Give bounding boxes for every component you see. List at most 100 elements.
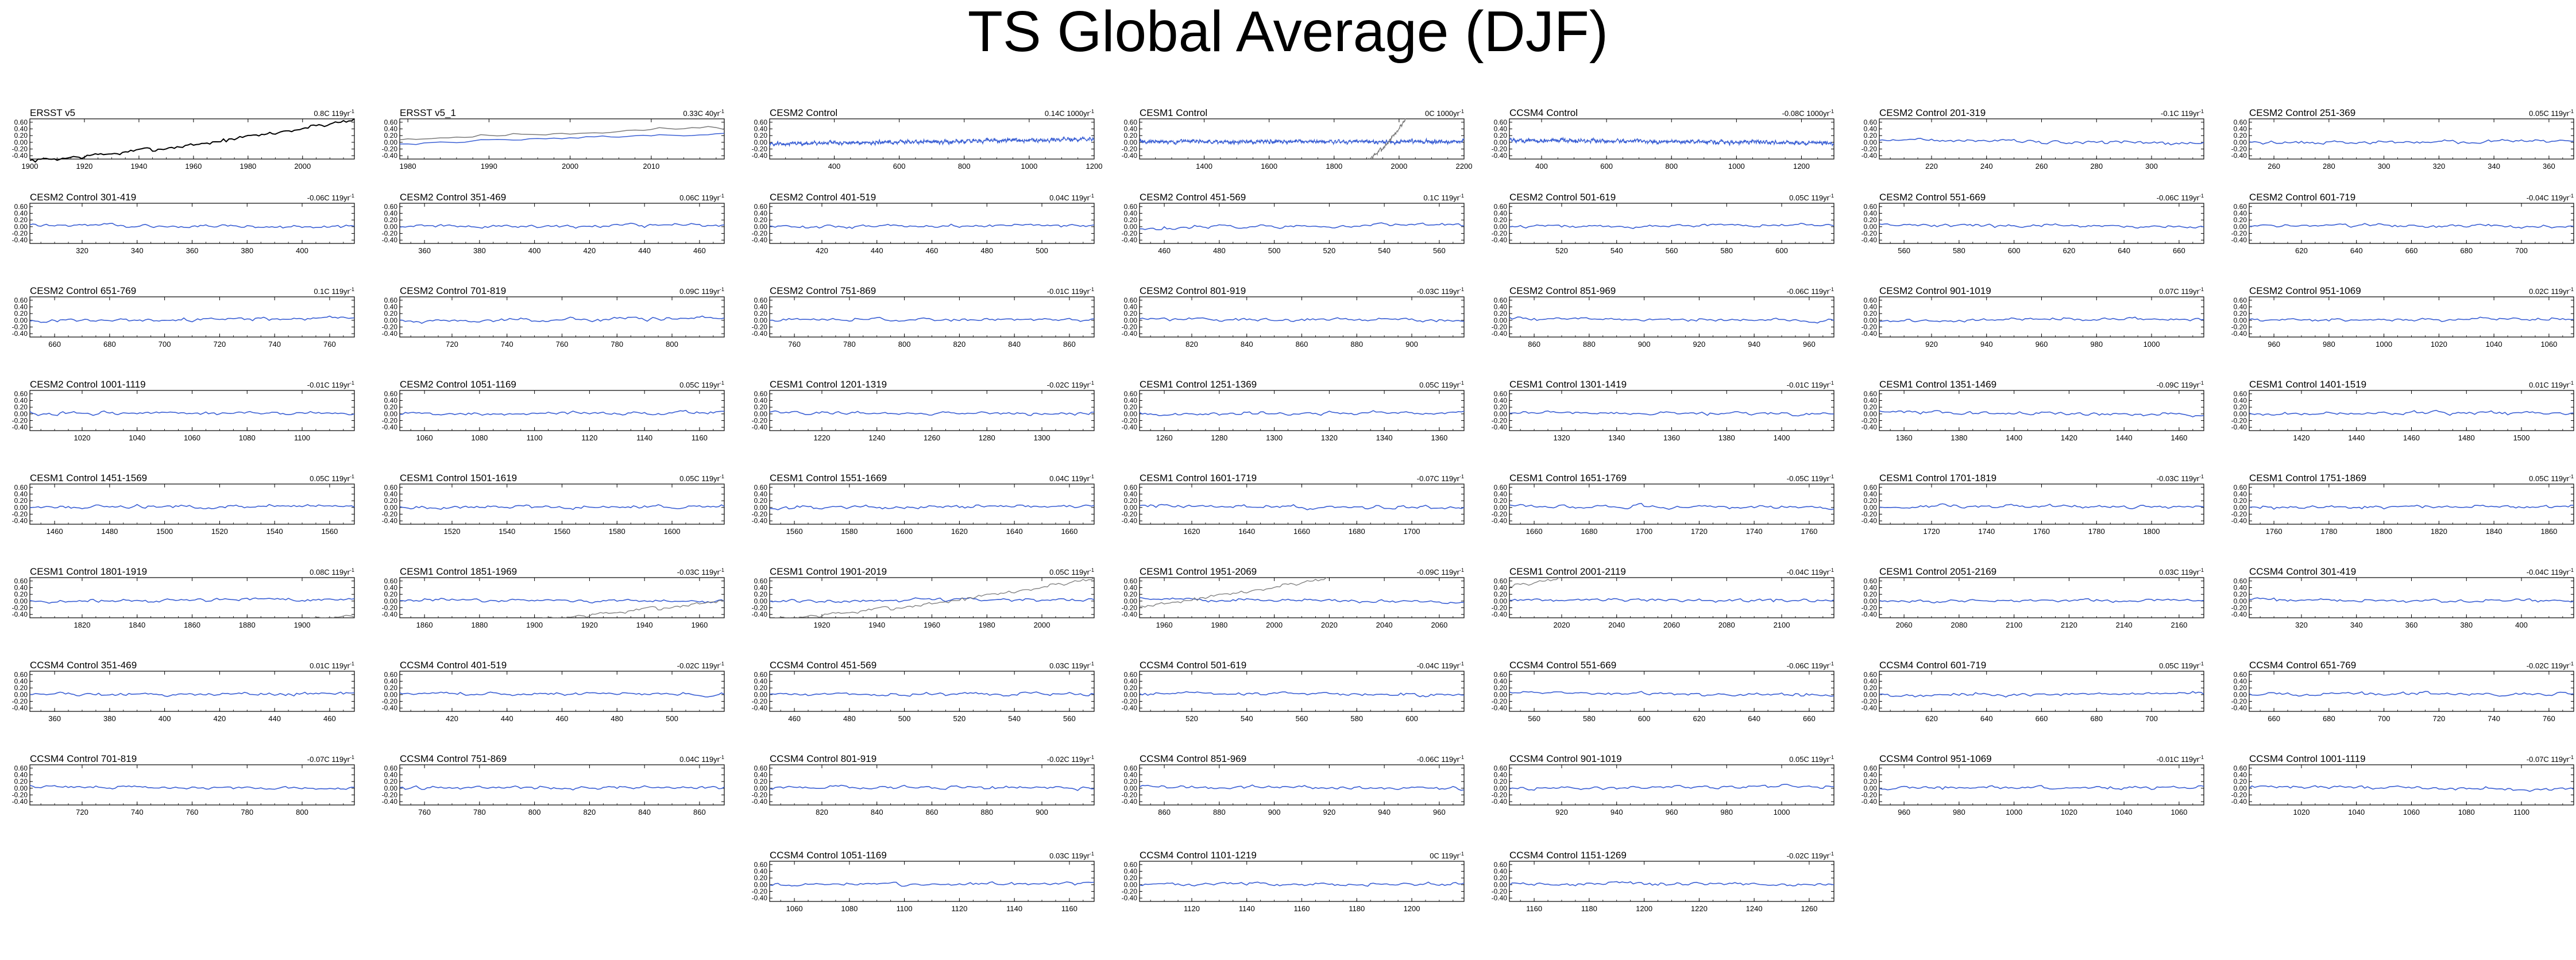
panel-title: CESM2 Control 301-419	[30, 192, 136, 203]
y-tick-label: 0.00	[754, 784, 768, 792]
chart-panel: CESM2 Control 1001-1119 -0.01C 119yr-1 0.6…	[0, 378, 365, 450]
x-tick-label: 400	[296, 246, 308, 255]
panel-title: CESM2 Control 951-1069	[2249, 285, 2361, 296]
y-tick-label: 0.40	[14, 678, 28, 686]
y-tick-label: 0.20	[1494, 131, 1508, 140]
chart-panel: CCSM4 Control -0.08C 1000yr-1 0.60 0.40 0.20…	[1480, 106, 1844, 178]
y-tick-label: 0.40	[1124, 210, 1138, 218]
y-tick-label: 0.40	[384, 210, 398, 218]
series-line	[29, 410, 355, 416]
y-tick-label: 0.20	[384, 403, 398, 411]
x-tick-label: 400	[2515, 621, 2528, 629]
y-tick-label: -0.40	[1492, 894, 1508, 902]
y-tick-label: 0.00	[754, 504, 768, 512]
y-tick-label: 0.20	[2234, 684, 2247, 692]
x-tick-label: 2040	[1608, 621, 1625, 629]
y-tick-label: -0.40	[1122, 423, 1138, 431]
series-line	[769, 784, 1095, 791]
panel-title: CESM2 Control 751-869	[770, 285, 876, 296]
y-tick-label: 0.20	[1124, 777, 1138, 785]
x-tick-label: 1960	[185, 162, 202, 171]
y-tick-label: 0.20	[754, 216, 768, 224]
y-tick-label: 0.20	[1864, 590, 1878, 598]
chart-panel: CESM1 Control 1201-1319 -0.02C 119yr-1 0.6…	[740, 378, 1104, 450]
x-tick-label: 260	[2036, 162, 2048, 171]
y-tick-label: 0.60	[754, 296, 768, 304]
series-line	[2249, 597, 2574, 603]
panel-title: CESM1 Control 1851-1969	[400, 566, 517, 577]
y-tick-label: -0.40	[1122, 798, 1138, 806]
y-tick-label: -0.20	[12, 230, 28, 238]
x-tick-label: 1940	[130, 162, 147, 171]
y-tick-label: -0.40	[12, 517, 28, 525]
panel-title: CESM1 Control 1201-1319	[770, 379, 887, 390]
chart-panel: CCSM4 Control 951-1069 -0.01C 119yr-1 0.60…	[1849, 752, 2214, 824]
trend-label: -0.04C 119yr-1	[1417, 661, 1464, 670]
chart-panel: CESM1 Control 1851-1969 -0.03C 119yr-1 0.6…	[370, 565, 735, 637]
y-tick-label: -0.20	[1492, 604, 1508, 612]
series-line	[2249, 316, 2574, 322]
y-tick-label: 0.00	[754, 410, 768, 418]
series-line	[1509, 784, 1835, 791]
y-tick-label: 0.40	[14, 210, 28, 218]
panel-title: CESM1 Control 2001-2119	[1509, 566, 1626, 577]
x-tick-label: 1860	[416, 621, 433, 629]
chart-panel: CESM1 Control 2001-2119 -0.04C 119yr-1 0.6…	[1480, 565, 1844, 637]
x-tick-label: 1540	[499, 527, 515, 536]
panel-svg: CCSM4 Control 701-819 -0.07C 119yr-10.600…	[12, 753, 355, 816]
panel-title: CESM2 Control 701-819	[400, 285, 506, 296]
plot-frame	[1139, 296, 1465, 338]
y-tick-label: 0.40	[754, 678, 768, 686]
y-tick-label: -0.20	[1492, 417, 1508, 425]
series-line	[1139, 410, 1465, 416]
panel-title: CESM1 Control 1901-2019	[770, 566, 887, 577]
y-tick-label: 0.20	[1494, 777, 1508, 785]
x-tick-label: 460	[323, 714, 336, 723]
x-tick-label: 1260	[1156, 433, 1173, 442]
x-tick-label: 600	[1775, 246, 1788, 255]
y-tick-label: -0.20	[382, 510, 398, 518]
x-tick-label: 1680	[1349, 527, 1365, 536]
y-tick-label: -0.20	[12, 417, 28, 425]
y-tick-label: -0.40	[1861, 798, 1878, 806]
panel-svg: CESM2 Control 1051-1169 0.05C 119yr-1 0.60…	[382, 379, 725, 442]
panel-title: CCSM4 Control 351-469	[30, 660, 137, 671]
x-tick-label: 1000	[1021, 162, 1037, 171]
x-tick-label: 560	[1666, 246, 1678, 255]
plot-frame	[769, 671, 1095, 712]
series-line	[1139, 222, 1465, 231]
y-tick-label: -0.20	[2231, 791, 2247, 799]
y-tick-label: -0.40	[12, 152, 28, 160]
x-tick-label: 1600	[664, 527, 681, 536]
trend-label: 0.05C 119yr-1	[679, 474, 724, 483]
series-line	[29, 504, 355, 509]
y-tick-label: 0.60	[1864, 390, 1878, 398]
x-tick-label: 980	[1953, 808, 1965, 816]
chart-panel: CCSM4 Control 551-669 -0.06C 119yr-1 0.60 0…	[1480, 659, 1844, 730]
x-tick-label: 1340	[1376, 433, 1393, 442]
trend-label: 0.09C 119yr-1	[679, 287, 724, 296]
panel-svg: CCSM4 Control 801-919 -0.02C 119yr-10.600…	[752, 753, 1095, 816]
series-line	[2249, 691, 2574, 697]
panel-svg: CESM1 Control 2051-2169 0.03C 119yr-1 0.60…	[1861, 566, 2204, 629]
plot-frame	[769, 577, 1095, 618]
y-tick-label: 0.60	[2234, 671, 2247, 679]
y-tick-label: 0.40	[1864, 771, 1878, 779]
y-tick-label: 0.20	[1124, 403, 1138, 411]
y-tick-label: 0.00	[754, 138, 768, 146]
x-tick-label: 800	[296, 808, 308, 816]
y-tick-label: 0.20	[1494, 590, 1508, 598]
trend-label: 0.33C 40yr-1	[683, 109, 724, 118]
panel-title: CESM2 Control 451-569	[1140, 192, 1246, 203]
panel-title: CCSM4 Control 1101-1219	[1140, 850, 1257, 861]
x-tick-label: 1080	[471, 433, 488, 442]
y-tick-label: 0.60	[384, 764, 398, 772]
panel-svg: CESM2 Control 801-919 -0.03C 119yr-10.600…	[1122, 285, 1465, 349]
y-tick-label: 0.20	[1124, 131, 1138, 140]
panel-title: CESM2 Control 801-919	[1140, 285, 1246, 296]
x-tick-label: 2200	[1456, 162, 1473, 171]
x-tick-label: 720	[2433, 714, 2446, 723]
x-tick-label: 580	[1583, 714, 1596, 723]
x-tick-label: 500	[1036, 246, 1048, 255]
y-tick-label: 0.20	[2234, 216, 2247, 224]
